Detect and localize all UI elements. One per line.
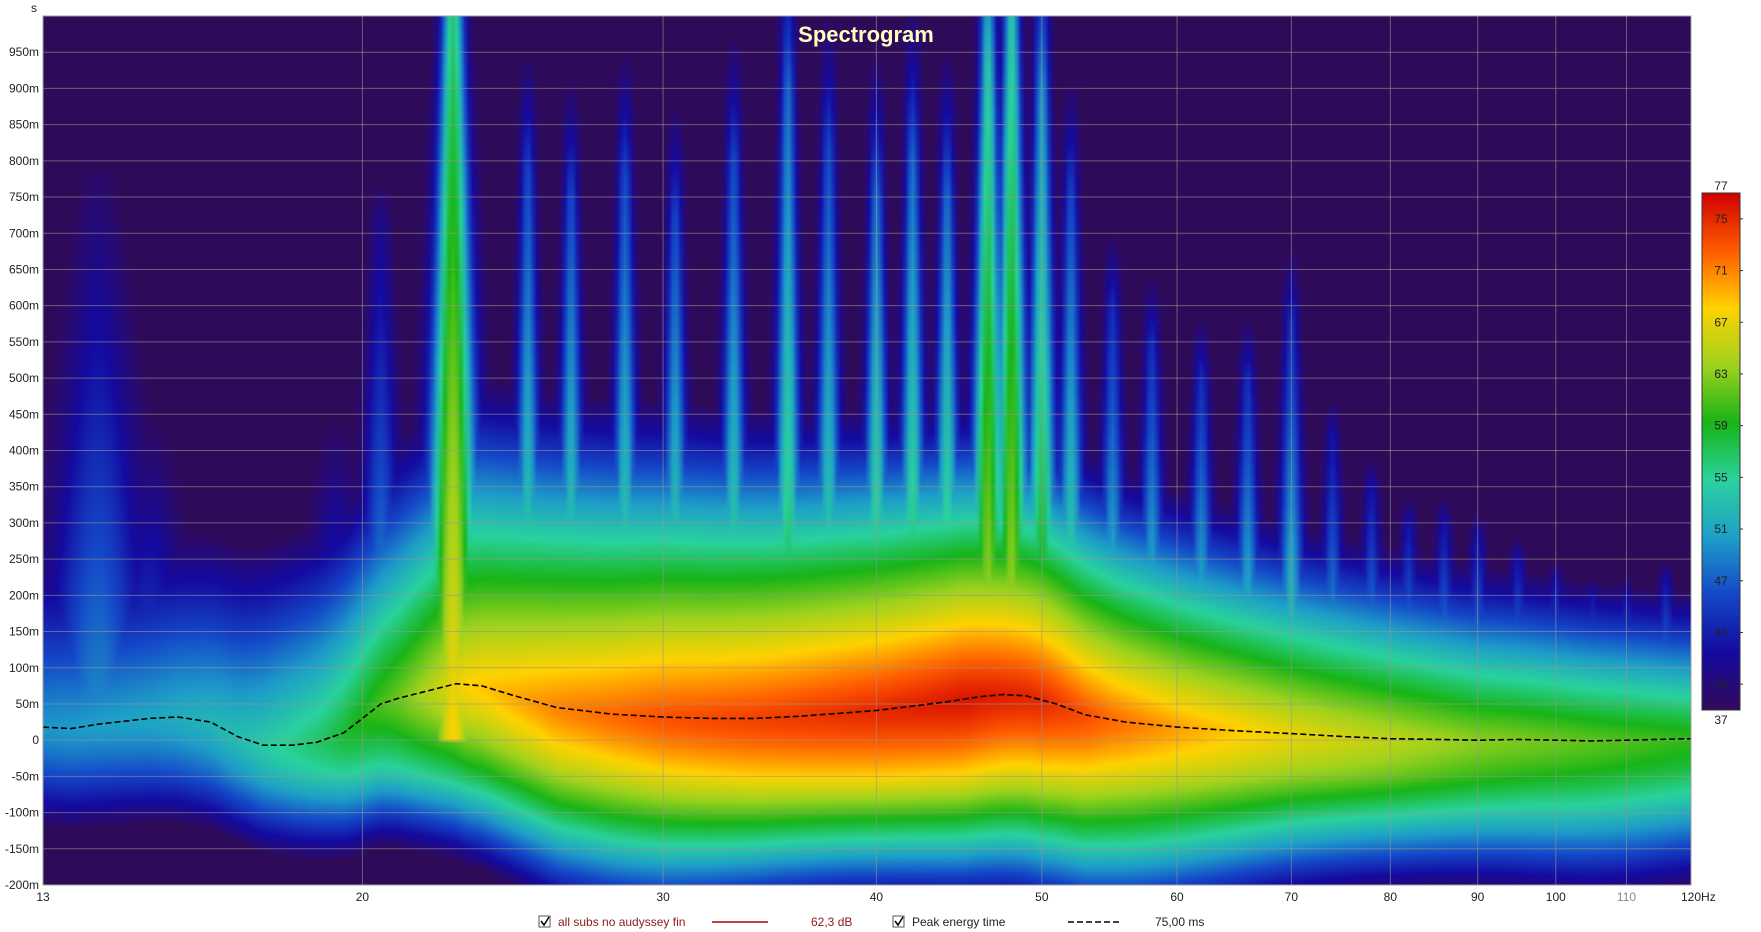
y-tick-label: 150m [9, 625, 39, 639]
check-icon [894, 916, 904, 927]
y-tick-label: -50m [12, 769, 39, 783]
y-tick-label: 900m [9, 81, 39, 95]
y-tick-label: -100m [5, 806, 39, 820]
chart-title: Spectrogram [798, 22, 934, 47]
y-tick-label: 100m [9, 661, 39, 675]
y-tick-label: -200m [5, 878, 39, 892]
legend-checkbox-peak-energy[interactable] [892, 915, 905, 928]
colorbar-tick-label: 55 [1714, 470, 1728, 484]
colorbar-tick-label: 59 [1714, 419, 1728, 433]
colorbar-tick-label: 63 [1714, 367, 1728, 381]
x-tick-label: 90 [1471, 890, 1485, 904]
x-tick-label: 70 [1285, 890, 1299, 904]
y-tick-label: 850m [9, 118, 39, 132]
x-tick-label: 13 [36, 890, 50, 904]
x-tick-label: 20 [356, 890, 370, 904]
legend: all subs no audyssey fin 62,3 dB Peak en… [538, 915, 1204, 929]
y-tick-label: 800m [9, 154, 39, 168]
plot-frame [42, 15, 1692, 886]
y-tick-label: 50m [16, 697, 39, 711]
x-tick-label: 60 [1170, 890, 1184, 904]
legend-value-measurement: 62,3 dB [811, 915, 852, 929]
y-tick-label: 600m [9, 299, 39, 313]
legend-item-peak-energy[interactable]: Peak energy time 75,00 ms [892, 915, 1204, 929]
x-tick-label: 40 [870, 890, 884, 904]
x-tick-label: 110 [1617, 890, 1636, 904]
legend-label-peak-energy: Peak energy time [912, 915, 1006, 929]
x-tick-label: 120Hz [1681, 890, 1716, 904]
y-tick-label: 950m [9, 45, 39, 59]
colorbar-tick-label: 75 [1714, 212, 1728, 226]
legend-item-measurement[interactable]: all subs no audyssey fin 62,3 dB [538, 915, 852, 929]
x-tick-label: 30 [656, 890, 670, 904]
y-tick-label: -150m [5, 842, 39, 856]
y-tick-label: 650m [9, 262, 39, 276]
colorbar-tick-label: 43 [1714, 625, 1728, 639]
y-axis-ticks: 950m 900m 850m 800m 750m 700m 650m 600m 550m 500m… [5, 45, 39, 892]
colorbar-tick-label: 71 [1714, 264, 1728, 278]
check-icon [540, 916, 550, 927]
y-tick-label: 550m [9, 335, 39, 349]
y-tick-label: 500m [9, 371, 39, 385]
colorbar: 77 75 71 67 63 59 55 51 47 43 39 37 [1701, 179, 1743, 727]
peak-energy-time-line [43, 682, 1691, 746]
colorbar-tick-label: 47 [1714, 574, 1728, 588]
x-tick-label: 80 [1384, 890, 1398, 904]
x-tick-label: 50 [1035, 890, 1049, 904]
colorbar-swatch [1701, 192, 1741, 711]
colorbar-tick-label: 67 [1714, 315, 1728, 329]
x-tick-label: 100 [1546, 890, 1566, 904]
colorbar-tick-label: 39 [1714, 677, 1728, 691]
y-tick-label: 450m [9, 407, 39, 421]
y-tick-label: 300m [9, 516, 39, 530]
y-tick-label: 700m [9, 226, 39, 240]
y-tick-label: 350m [9, 480, 39, 494]
colorbar-tick-label: 77 [1714, 179, 1728, 193]
y-tick-label: 200m [9, 588, 39, 602]
y-tick-label: 250m [9, 552, 39, 566]
y-unit-label: s [31, 1, 37, 15]
legend-label-measurement: all subs no audyssey fin [558, 915, 685, 929]
colorbar-tick-label: 51 [1714, 522, 1728, 536]
y-tick-label: 400m [9, 444, 39, 458]
legend-value-peak-energy: 75,00 ms [1155, 915, 1204, 929]
x-axis-ticks: 13 20 30 40 50 60 70 80 90 100 110 120Hz [36, 890, 1715, 904]
legend-checkbox-measurement[interactable] [538, 915, 551, 928]
y-tick-label: 750m [9, 190, 39, 204]
y-tick-label: 0 [32, 733, 39, 747]
colorbar-ticks: 77 75 71 67 63 59 55 51 47 43 39 37 [1714, 179, 1743, 727]
colorbar-tick-label: 37 [1714, 713, 1728, 727]
grid [43, 16, 1691, 885]
